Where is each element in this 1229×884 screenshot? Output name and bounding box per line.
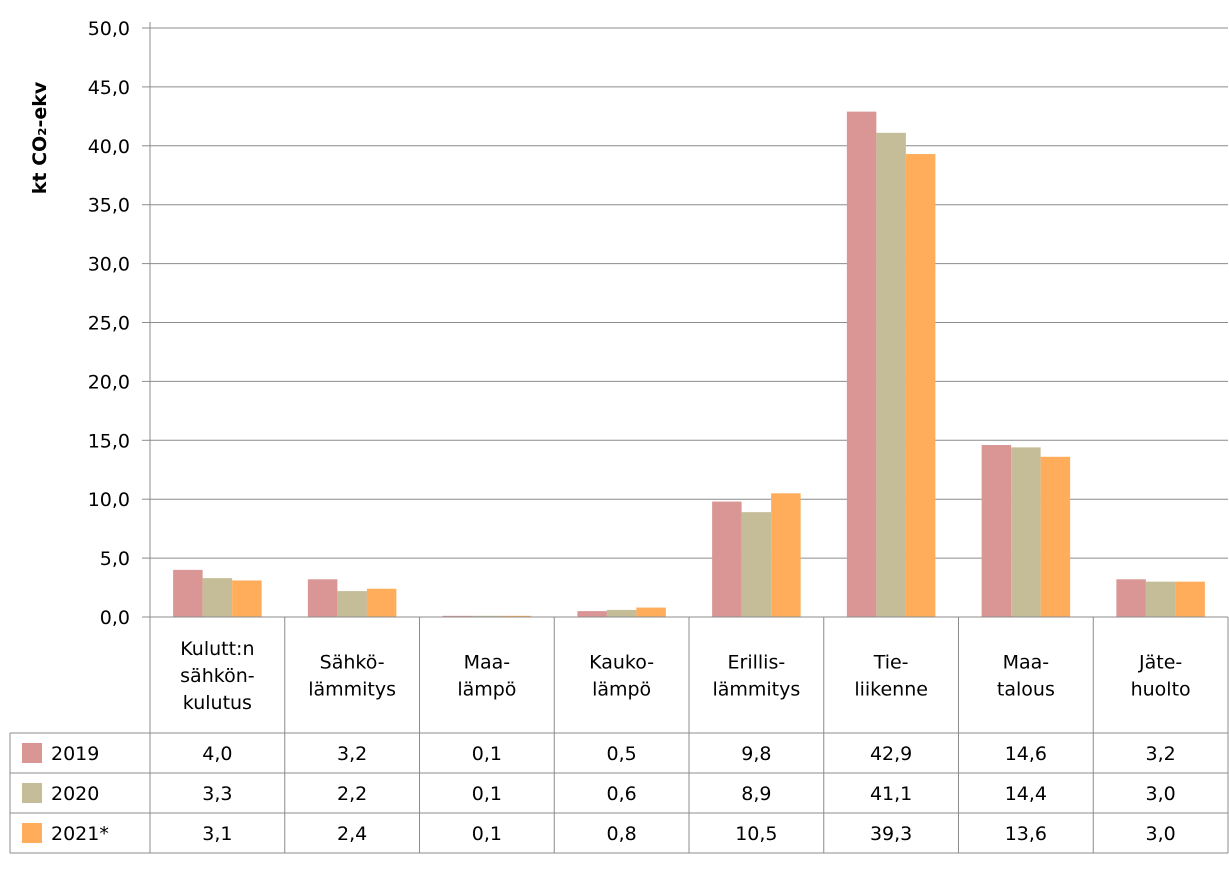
bar — [442, 615, 473, 617]
legend-swatch — [22, 823, 42, 843]
y-tick-label: 45,0 — [88, 77, 130, 99]
data-label: 3,2 — [337, 743, 367, 765]
category-label: Maa- — [1003, 652, 1050, 674]
data-label: 3,3 — [202, 783, 232, 805]
data-label: 0,5 — [607, 743, 637, 765]
y-tick-label: 35,0 — [88, 195, 130, 217]
category-label: Erillis- — [728, 652, 786, 674]
category-label: Kauko- — [589, 652, 654, 674]
category-label: lämmitys — [308, 679, 396, 701]
bar — [307, 579, 338, 617]
legend-label: 2019 — [51, 743, 99, 765]
data-label: 2,2 — [337, 783, 367, 805]
y-tick-label: 5,0 — [100, 548, 130, 570]
category-label: lämpö — [457, 679, 516, 701]
category-label: lämpö — [592, 679, 651, 701]
legend-label: 2020 — [51, 783, 99, 805]
legend-label: 2021* — [51, 823, 109, 845]
bar — [337, 591, 367, 617]
bar — [981, 445, 1012, 617]
y-tick-label: 0,0 — [100, 607, 130, 629]
bar — [1145, 581, 1176, 617]
category-label: sähkön- — [180, 665, 254, 687]
category-label: Sähkö- — [320, 652, 385, 674]
bar — [366, 588, 397, 617]
bar — [905, 154, 936, 617]
legend-swatch — [22, 743, 42, 763]
category-label: talous — [997, 679, 1055, 701]
bar — [712, 501, 742, 617]
y-tick-label: 25,0 — [88, 313, 130, 335]
data-label: 3,0 — [1146, 783, 1176, 805]
data-label: 3,1 — [202, 823, 232, 845]
bar — [232, 580, 262, 617]
data-label: 0,1 — [472, 743, 502, 765]
category-label: Kulutt:n — [180, 638, 254, 660]
bar — [1116, 579, 1146, 617]
data-label: 42,9 — [870, 743, 912, 765]
bar — [577, 611, 607, 617]
bar — [202, 578, 233, 617]
bar — [501, 615, 532, 617]
data-label: 3,0 — [1146, 823, 1176, 845]
data-label: 13,6 — [1005, 823, 1047, 845]
y-tick-label: 10,0 — [88, 489, 130, 511]
data-label: 4,0 — [202, 743, 232, 765]
data-label: 10,5 — [735, 823, 777, 845]
category-label: liikenne — [854, 679, 928, 701]
data-label: 3,2 — [1146, 743, 1176, 765]
data-label: 0,1 — [472, 783, 502, 805]
bar — [472, 615, 502, 617]
bar — [1011, 447, 1041, 617]
data-label: 0,8 — [607, 823, 637, 845]
category-label: huolto — [1131, 679, 1191, 701]
data-label: 9,8 — [741, 743, 771, 765]
data-label: 8,9 — [741, 783, 771, 805]
data-label: 41,1 — [870, 783, 912, 805]
y-tick-label: 50,0 — [88, 18, 130, 40]
bar — [741, 512, 772, 617]
category-label: kulutus — [183, 692, 252, 714]
bar — [876, 132, 906, 618]
y-tick-label: 20,0 — [88, 371, 130, 393]
data-label: 2,4 — [337, 823, 367, 845]
y-axis-title: kt CO₂-ekv — [29, 81, 51, 194]
category-label: lämmitys — [712, 679, 800, 701]
legend-swatch — [22, 783, 42, 803]
bar — [1175, 581, 1205, 617]
data-label: 14,4 — [1005, 783, 1047, 805]
data-label: 39,3 — [870, 823, 912, 845]
category-label: Tie- — [873, 652, 909, 674]
data-label: 0,6 — [607, 783, 637, 805]
bar — [1040, 456, 1071, 617]
y-tick-label: 40,0 — [88, 136, 130, 158]
data-label: 14,6 — [1005, 743, 1047, 765]
bar — [636, 607, 666, 617]
category-label: Maa- — [464, 652, 511, 674]
category-label: Jäte- — [1138, 652, 1182, 674]
y-tick-label: 30,0 — [88, 254, 130, 276]
bar — [173, 569, 203, 617]
y-tick-label: 15,0 — [88, 430, 130, 452]
bar — [771, 493, 801, 617]
bar — [846, 111, 877, 617]
data-label: 0,1 — [472, 823, 502, 845]
bar — [606, 609, 637, 617]
